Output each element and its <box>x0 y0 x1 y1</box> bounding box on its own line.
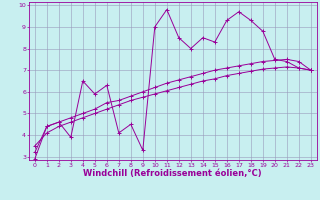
X-axis label: Windchill (Refroidissement éolien,°C): Windchill (Refroidissement éolien,°C) <box>84 169 262 178</box>
